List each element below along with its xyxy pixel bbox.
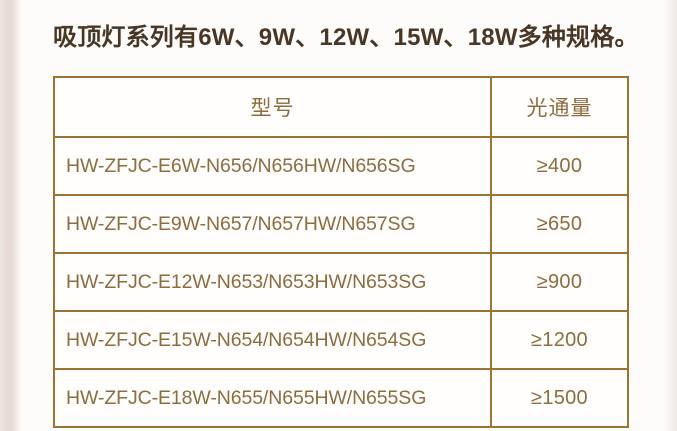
cell-model: HW-ZFJC-E6W-N656/N656HW/N656SG xyxy=(53,136,492,196)
table-row: HW-ZFJC-E18W-N655/N655HW/N655SG ≥1500 xyxy=(53,368,629,428)
table-header: 型号 光通量 xyxy=(53,76,629,138)
cell-flux: ≥400 xyxy=(490,136,629,196)
cell-flux: ≥1500 xyxy=(490,368,629,428)
table-header-row: 型号 光通量 xyxy=(53,76,629,138)
table-row: HW-ZFJC-E9W-N657/N657HW/N657SG ≥650 xyxy=(53,194,629,254)
cell-model: HW-ZFJC-E18W-N655/N655HW/N655SG xyxy=(53,368,492,428)
page-edge-gutter-right xyxy=(662,0,677,431)
table-row: HW-ZFJC-E6W-N656/N656HW/N656SG ≥400 xyxy=(53,136,629,196)
table-row: HW-ZFJC-E12W-N653/N653HW/N653SG ≥900 xyxy=(53,252,629,312)
cell-flux: ≥1200 xyxy=(490,310,629,370)
content-area: 吸顶灯系列有6W、9W、12W、15W、18W多种规格。 型号 光通量 HW-Z… xyxy=(23,0,662,431)
cell-model: HW-ZFJC-E15W-N654/N654HW/N654SG xyxy=(53,310,492,370)
column-header-flux: 光通量 xyxy=(490,76,629,138)
cell-model: HW-ZFJC-E12W-N653/N653HW/N653SG xyxy=(53,252,492,312)
page-edge-gutter-left xyxy=(0,0,23,431)
table-row: HW-ZFJC-E15W-N654/N654HW/N654SG ≥1200 xyxy=(53,310,629,370)
cell-flux: ≥900 xyxy=(490,252,629,312)
page-heading: 吸顶灯系列有6W、9W、12W、15W、18W多种规格。 xyxy=(53,24,639,51)
cell-model: HW-ZFJC-E9W-N657/N657HW/N657SG xyxy=(53,194,492,254)
column-header-model: 型号 xyxy=(53,76,492,138)
table-body: HW-ZFJC-E6W-N656/N656HW/N656SG ≥400 HW-Z… xyxy=(53,136,629,428)
cell-flux: ≥650 xyxy=(490,194,629,254)
specification-table: 型号 光通量 HW-ZFJC-E6W-N656/N656HW/N656SG ≥4… xyxy=(53,76,629,428)
